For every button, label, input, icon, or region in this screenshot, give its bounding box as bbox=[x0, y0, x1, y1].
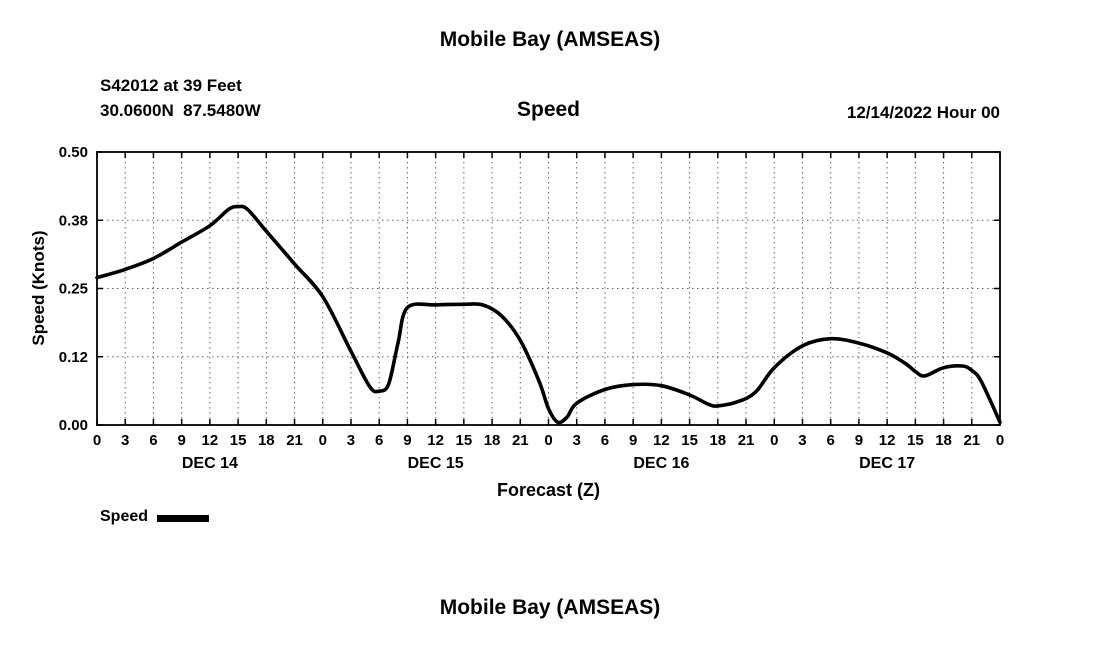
x-tick-label: 18 bbox=[935, 432, 952, 449]
x-tick-label: 6 bbox=[601, 432, 609, 449]
forecast-datetime: 12/14/2022 Hour 00 bbox=[846, 103, 1000, 122]
x-axis-label: Forecast (Z) bbox=[496, 480, 601, 500]
x-tick-label: 12 bbox=[879, 432, 896, 449]
legend-line-swatch bbox=[157, 515, 210, 522]
legend: Speed bbox=[100, 508, 210, 526]
legend-label: Speed bbox=[100, 508, 149, 525]
x-tick-label: 18 bbox=[258, 432, 275, 449]
x-tick-label: 21 bbox=[738, 432, 755, 449]
speed-line-chart: 0.00 0.12 0.25 0.38 0.50 0 3 6 9 12 15 18 21 0 3 6 9 12 15… bbox=[59, 144, 1004, 472]
x-tick-label: 9 bbox=[629, 432, 637, 449]
x-day-label: DEC 14 bbox=[182, 455, 238, 472]
x-tick-label: 3 bbox=[798, 432, 806, 449]
y-tick-label: 0.50 bbox=[59, 144, 88, 161]
x-tick-label: 12 bbox=[427, 432, 444, 449]
x-tick-label: 15 bbox=[230, 432, 247, 449]
x-tick-label: 6 bbox=[827, 432, 835, 449]
x-tick-label: 6 bbox=[149, 432, 157, 449]
x-tick-label: 15 bbox=[456, 432, 473, 449]
x-tick-label: 18 bbox=[709, 432, 726, 449]
x-tick-label: 0 bbox=[319, 432, 327, 449]
x-tick-label: 15 bbox=[681, 432, 698, 449]
x-tick-label: 3 bbox=[347, 432, 355, 449]
series-line-speed bbox=[95, 204, 1002, 425]
x-tick-label: 12 bbox=[202, 432, 219, 449]
y-tick-label: 0.25 bbox=[59, 281, 88, 298]
y-tick-label: 0.38 bbox=[59, 212, 88, 229]
x-tick-label: 12 bbox=[653, 432, 670, 449]
x-tick-label: 0 bbox=[996, 432, 1004, 449]
next-chart-title: Mobile Bay (AMSEAS) bbox=[439, 596, 661, 619]
x-tick-label: 21 bbox=[286, 432, 303, 449]
x-tick-label: 6 bbox=[375, 432, 383, 449]
x-tick-label: 21 bbox=[963, 432, 980, 449]
page-title: Mobile Bay (AMSEAS) bbox=[439, 28, 661, 51]
x-tick-label: 15 bbox=[907, 432, 924, 449]
plot-border bbox=[96, 151, 1001, 426]
x-tick-label: 0 bbox=[544, 432, 552, 449]
plot-title: Speed bbox=[516, 98, 581, 121]
station-coords: 30.0600N 87.5480W bbox=[100, 101, 261, 120]
x-tick-label: 18 bbox=[484, 432, 501, 449]
x-tick-label: 3 bbox=[573, 432, 581, 449]
x-day-label: DEC 17 bbox=[859, 455, 915, 472]
x-tick-label: 0 bbox=[770, 432, 778, 449]
x-tick-label: 9 bbox=[177, 432, 185, 449]
x-tick-label: 0 bbox=[93, 432, 101, 449]
x-tick-label: 9 bbox=[855, 432, 863, 449]
x-tick-label: 21 bbox=[512, 432, 529, 449]
x-tick-label: 3 bbox=[121, 432, 129, 449]
x-tick-label: 9 bbox=[403, 432, 411, 449]
station-id: S42012 at 39 Feet bbox=[100, 76, 242, 95]
x-day-label: DEC 16 bbox=[633, 455, 689, 472]
y-tick-label: 0.00 bbox=[59, 417, 88, 434]
x-day-label: DEC 15 bbox=[408, 455, 464, 472]
y-tick-label: 0.12 bbox=[59, 349, 88, 366]
